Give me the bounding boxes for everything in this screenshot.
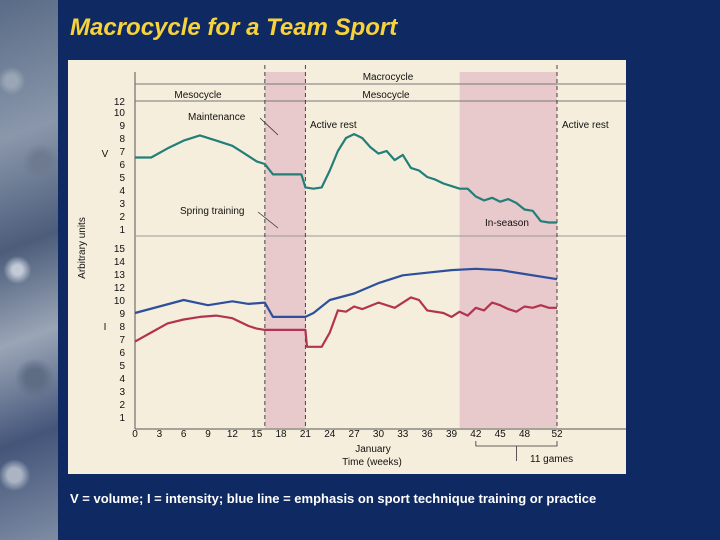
x-tick-label: 0: [132, 429, 138, 440]
x-tick-label: 9: [205, 429, 211, 440]
spring-training-label: Spring training: [180, 206, 244, 217]
x-tick-label: 48: [519, 429, 531, 440]
active-rest-label-2: Active rest: [562, 120, 609, 131]
x-tick-label: 45: [495, 429, 507, 440]
i-tick-label: 12: [114, 283, 126, 294]
v-tick-label: 7: [119, 147, 125, 158]
chart-panel: 1 2 3 4 5 6 7 8 9 10 12 1 2 3 4 5 6 7 8 9 10 12 13 14 15 0 3 6 9 12 15…: [68, 60, 626, 474]
shaded-phase-1: [264, 72, 306, 428]
x-tick-label: 24: [324, 429, 336, 440]
x-tick-label: 6: [181, 429, 187, 440]
technique-emphasis-line: [134, 267, 558, 318]
v-tick-label: 6: [119, 160, 125, 171]
x-tick-label: 18: [276, 429, 288, 440]
x-tick-label: 42: [470, 429, 482, 440]
games-bracket: [475, 441, 558, 447]
x-tick-label: 27: [349, 429, 361, 440]
v-tick-label: 8: [119, 134, 125, 145]
slide-caption: V = volume; I = intensity; blue line = e…: [70, 491, 597, 506]
active-rest-label-1: Active rest: [310, 120, 357, 131]
mesocycle-label-left: Mesocycle: [174, 90, 222, 101]
volume-line: [135, 133, 557, 224]
macrocycle-label: Macrocycle: [363, 72, 414, 83]
i-tick-label: 9: [119, 309, 125, 320]
x-tick-label: 12: [227, 429, 239, 440]
i-tick-label: 1: [119, 413, 125, 424]
i-tick-label: 13: [114, 270, 126, 281]
i-tick-label: 5: [119, 361, 125, 372]
i-tick-label: 4: [119, 374, 125, 385]
v-tick-label: 2: [119, 212, 125, 223]
i-tick-label: 6: [119, 348, 125, 359]
v-tick-label: 3: [119, 199, 125, 210]
v-tick-label: 10: [114, 108, 126, 119]
maintenance-label: Maintenance: [188, 112, 246, 123]
i-tick-label: 15: [114, 244, 126, 255]
x-tick-label: 15: [251, 429, 263, 440]
x-tick-label: 36: [422, 429, 434, 440]
shaded-phase-2: [459, 72, 557, 428]
x-tick-label: 3: [157, 429, 163, 440]
y-axis-label: Arbitrary units: [77, 217, 88, 279]
v-tick-label: 9: [119, 121, 125, 132]
v-tick-label: 1: [119, 225, 125, 236]
i-tick-label: 3: [119, 387, 125, 398]
x-tick-label: 33: [397, 429, 409, 440]
january-label: January: [355, 444, 391, 455]
i-tick-label: 2: [119, 400, 125, 411]
mesocycle-label-right: Mesocycle: [362, 90, 410, 101]
v-tick-label: 12: [114, 97, 126, 108]
x-tick-label: 52: [551, 429, 563, 440]
in-season-label: In-season: [485, 218, 529, 229]
v-tick-label: 5: [119, 173, 125, 184]
i-panel-label: I: [104, 322, 107, 333]
v-panel-label: V: [102, 149, 109, 160]
x-tick-label: 30: [373, 429, 385, 440]
i-tick-label: 14: [114, 257, 126, 268]
i-tick-label: 7: [119, 335, 125, 346]
marble-texture-strip: [0, 0, 58, 540]
spring-training-pointer: [257, 211, 279, 229]
i-tick-label: 10: [114, 296, 126, 307]
x-axis-label: Time (weeks): [342, 457, 402, 468]
slide-title: Macrocycle for a Team Sport: [70, 14, 398, 41]
i-tick-label: 8: [119, 322, 125, 333]
x-tick-label: 21: [300, 429, 312, 440]
games-label: 11 games: [530, 454, 573, 465]
v-tick-label: 4: [119, 186, 125, 197]
x-tick-label: 39: [446, 429, 458, 440]
intensity-line: [134, 296, 557, 348]
maintenance-pointer: [259, 117, 279, 136]
